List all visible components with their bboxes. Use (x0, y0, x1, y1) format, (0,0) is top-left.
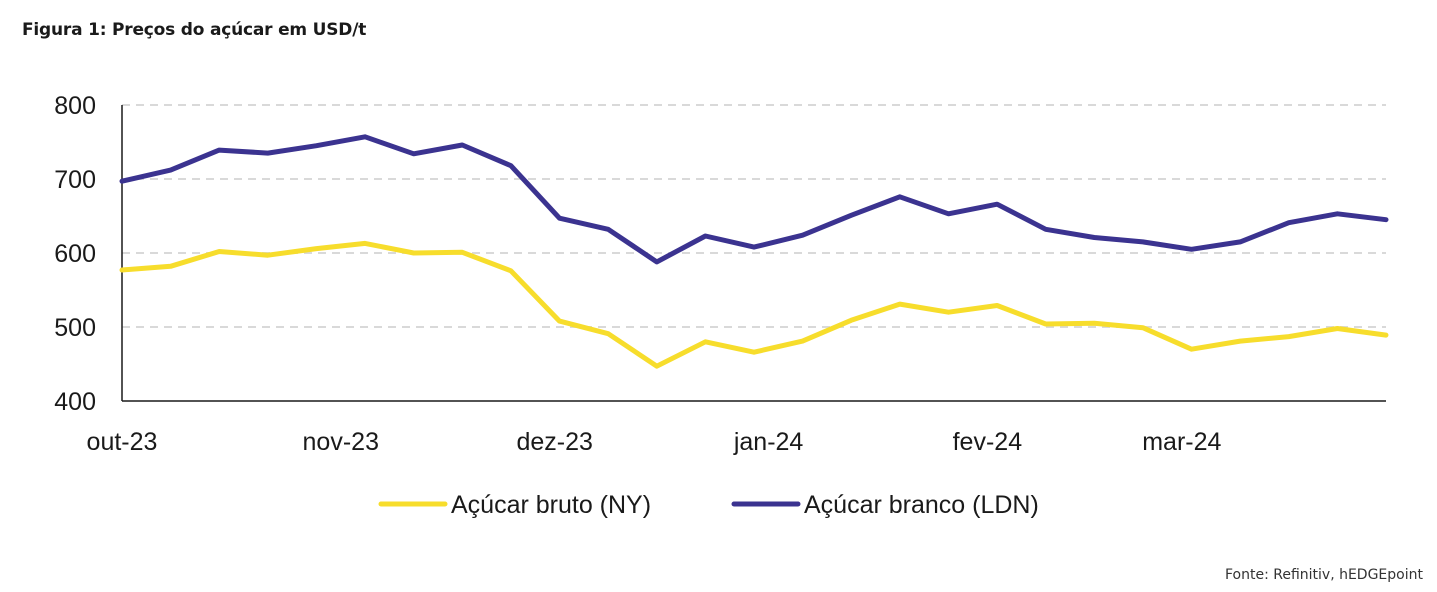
y-tick-label: 500 (54, 314, 96, 342)
x-tick-label: nov-23 (303, 428, 379, 456)
gridlines (122, 104, 1386, 328)
x-tick-label: mar-24 (1142, 428, 1221, 456)
x-axis-ticks: out-23 nov-23 dez-23 jan-24 fev-24 mar-24 (87, 428, 1222, 456)
y-tick-label: 600 (54, 240, 96, 268)
chart-title: Figura 1: Preços do açúcar em USD/t (22, 20, 367, 40)
series-lines (119, 134, 1389, 369)
x-tick-label: dez-23 (516, 428, 592, 456)
source-note: Fonte: Refinitiv, hEDGEpoint (1224, 567, 1423, 583)
y-tick-label: 400 (54, 388, 96, 416)
y-tick-label: 800 (54, 92, 96, 120)
legend-label: Açúcar bruto (NY) (451, 491, 651, 519)
series-line-bruto (119, 240, 1389, 369)
x-tick-label: fev-24 (953, 428, 1023, 456)
y-axis-ticks: 400 500 600 700 800 (54, 92, 96, 416)
axes (121, 105, 1386, 402)
series-line-branco (119, 134, 1389, 265)
x-tick-label: jan-24 (733, 428, 804, 456)
x-tick-label: out-23 (87, 428, 158, 456)
legend-label: Açúcar branco (LDN) (804, 491, 1039, 519)
y-tick-label: 700 (54, 166, 96, 194)
line-chart: 400 500 600 700 800 out-23 nov-23 dez-23 jan-24… (54, 92, 1389, 519)
legend: Açúcar bruto (NY) Açúcar branco (LDN) (378, 491, 1039, 519)
